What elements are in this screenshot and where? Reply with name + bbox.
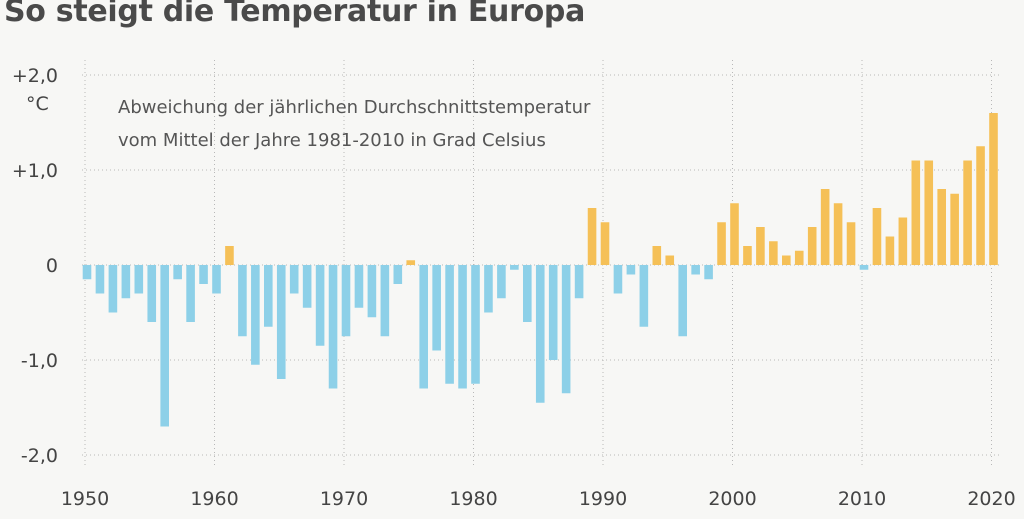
bar-2016 xyxy=(937,189,946,265)
bar-2002 xyxy=(756,227,765,265)
bar-1973 xyxy=(380,265,390,337)
bar-1959 xyxy=(199,265,208,284)
bar-1984 xyxy=(523,265,532,322)
x-tick-label: 1990 xyxy=(579,488,627,510)
bar-1967 xyxy=(302,265,312,308)
bar-1999 xyxy=(717,222,726,265)
bar-2009 xyxy=(846,222,856,265)
bar-1969 xyxy=(328,265,338,389)
bars-layer xyxy=(82,113,998,427)
bar-2014 xyxy=(911,160,921,265)
bar-1987 xyxy=(561,265,571,394)
bar-1951 xyxy=(95,265,105,294)
x-tick-label: 1970 xyxy=(320,488,368,510)
bar-1963 xyxy=(251,265,260,365)
bar-1956 xyxy=(160,265,169,427)
bar-1998 xyxy=(704,265,713,280)
chart-title: So steigt die Temperatur in Europa xyxy=(4,0,586,29)
bar-1975 xyxy=(406,260,416,265)
bar-1997 xyxy=(691,265,700,275)
y-axis-unit: °C xyxy=(26,93,49,115)
bar-1960 xyxy=(212,265,221,294)
bar-2015 xyxy=(924,160,934,265)
grid-layer xyxy=(82,60,1000,468)
bar-1994 xyxy=(652,246,662,265)
bar-2005 xyxy=(794,250,804,265)
y-tick-label: -2,0 xyxy=(21,445,58,467)
bar-1986 xyxy=(548,265,558,360)
bar-2019 xyxy=(976,146,985,265)
bar-1993 xyxy=(639,265,649,327)
bar-2000 xyxy=(730,203,739,265)
bar-1950 xyxy=(82,265,92,280)
bar-1985 xyxy=(535,265,545,403)
bar-1977 xyxy=(432,265,441,351)
y-tick-label: 0 xyxy=(46,255,58,277)
subtitle-line-2: vom Mittel der Jahre 1981-2010 in Grad C… xyxy=(118,130,546,151)
bar-2001 xyxy=(743,246,752,265)
bar-1971 xyxy=(354,265,364,308)
bar-1972 xyxy=(367,265,377,318)
bar-1961 xyxy=(225,246,234,265)
bar-1953 xyxy=(121,265,131,299)
bar-1983 xyxy=(510,265,519,270)
bar-1978 xyxy=(445,265,454,384)
y-tick-label: +1,0 xyxy=(12,160,58,182)
bar-1980 xyxy=(471,265,480,384)
x-axis: 1950 1960 1970 1980 1990 2000 2010 2020 xyxy=(61,488,1016,510)
y-tick-label: -1,0 xyxy=(21,350,58,372)
bar-1995 xyxy=(665,255,675,265)
bar-1992 xyxy=(626,265,636,275)
bar-2018 xyxy=(963,160,972,265)
bar-1976 xyxy=(419,265,428,389)
bar-1990 xyxy=(600,222,610,265)
bar-1979 xyxy=(458,265,467,389)
x-tick-label: 1980 xyxy=(449,488,497,510)
bar-2003 xyxy=(769,241,778,265)
y-axis: +2,0 +1,0 0 -1,0 -2,0 xyxy=(12,65,58,467)
bar-1974 xyxy=(393,265,403,284)
bar-1996 xyxy=(678,265,687,337)
subtitle-line-1: Abweichung der jährlichen Durchschnittst… xyxy=(118,97,591,118)
bar-1955 xyxy=(147,265,157,322)
bar-2012 xyxy=(885,236,895,265)
bar-1991 xyxy=(613,265,623,294)
bar-1958 xyxy=(186,265,195,322)
bar-1962 xyxy=(238,265,247,337)
bar-2006 xyxy=(807,227,817,265)
x-tick-label: 2000 xyxy=(708,488,756,510)
bar-2008 xyxy=(833,203,843,265)
bar-1981 xyxy=(484,265,493,313)
bar-2013 xyxy=(898,217,908,265)
bar-1952 xyxy=(108,265,118,313)
bar-2017 xyxy=(950,193,959,265)
bar-2007 xyxy=(820,189,830,265)
bar-1982 xyxy=(497,265,506,299)
bar-1954 xyxy=(134,265,144,294)
bar-1966 xyxy=(289,265,299,294)
bar-1989 xyxy=(587,208,597,265)
bar-2010 xyxy=(859,265,869,270)
bar-1970 xyxy=(341,265,351,337)
x-tick-label: 1960 xyxy=(190,488,238,510)
bar-1988 xyxy=(574,265,584,299)
y-tick-label: +2,0 xyxy=(12,65,58,87)
x-tick-label: 1950 xyxy=(61,488,109,510)
bar-1968 xyxy=(315,265,325,346)
bar-2011 xyxy=(872,208,882,265)
bar-1957 xyxy=(173,265,182,280)
bar-2004 xyxy=(782,255,791,265)
bar-1965 xyxy=(276,265,286,379)
x-tick-label: 2010 xyxy=(838,488,886,510)
bar-1964 xyxy=(264,265,273,327)
x-tick-label: 2020 xyxy=(967,488,1015,510)
bar-2020 xyxy=(989,113,998,265)
